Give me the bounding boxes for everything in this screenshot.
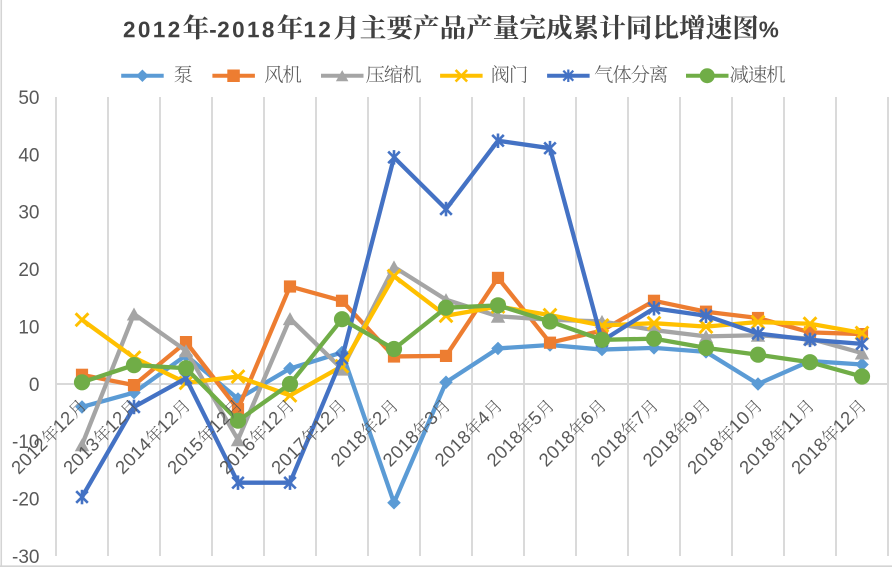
svg-text:20: 20 xyxy=(18,260,39,281)
svg-text:30: 30 xyxy=(18,203,39,224)
svg-text:-20: -20 xyxy=(12,490,39,511)
svg-text:40: 40 xyxy=(18,145,39,166)
svg-text:10: 10 xyxy=(18,317,39,338)
svg-text:-10: -10 xyxy=(12,432,39,453)
svg-text:50: 50 xyxy=(18,88,39,109)
svg-text:-30: -30 xyxy=(12,547,39,568)
svg-text:0: 0 xyxy=(29,375,40,396)
